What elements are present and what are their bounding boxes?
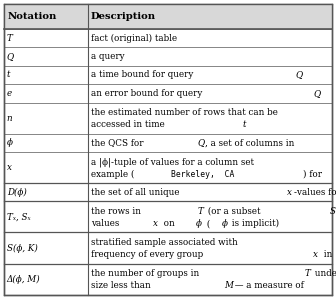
Text: S(ϕ, K): S(ϕ, K) <box>7 244 38 252</box>
Text: n: n <box>7 113 12 123</box>
Text: e: e <box>7 89 12 98</box>
Text: ) for: ) for <box>303 170 325 179</box>
Text: ϕ: ϕ <box>196 219 202 228</box>
Text: Notation: Notation <box>7 12 57 21</box>
Text: Q: Q <box>7 52 14 61</box>
Text: Q: Q <box>313 89 321 98</box>
Text: -values for: -values for <box>294 188 336 197</box>
Text: ϕ: ϕ <box>7 138 13 147</box>
Text: in: in <box>321 250 335 259</box>
Text: T: T <box>198 207 204 216</box>
Text: — a measure of: — a measure of <box>232 282 306 290</box>
Text: the estimated number of rows that can be: the estimated number of rows that can be <box>91 108 278 117</box>
Text: x: x <box>153 219 158 228</box>
Text: ϕ: ϕ <box>222 219 228 228</box>
Text: stratified sample associated with: stratified sample associated with <box>91 238 241 247</box>
Text: Description: Description <box>91 12 156 21</box>
Text: size less than: size less than <box>91 282 154 290</box>
Text: T: T <box>304 269 310 278</box>
Text: on: on <box>161 219 177 228</box>
Text: t: t <box>242 120 246 129</box>
Text: M: M <box>224 282 234 290</box>
Text: Q: Q <box>295 70 303 80</box>
Text: x: x <box>313 250 318 259</box>
Text: the set of all unique: the set of all unique <box>91 188 182 197</box>
Text: , a set of columns in: , a set of columns in <box>205 138 297 147</box>
Text: a query: a query <box>91 52 125 61</box>
Bar <box>4 4 332 29</box>
Text: a |ϕ|-tuple of values for a column set: a |ϕ|-tuple of values for a column set <box>91 157 257 167</box>
Text: x: x <box>7 163 12 172</box>
Text: S: S <box>330 207 336 216</box>
Text: T: T <box>7 34 12 43</box>
Text: values: values <box>91 219 122 228</box>
Text: the QCS for: the QCS for <box>91 138 146 147</box>
Text: accessed in time: accessed in time <box>91 120 168 129</box>
Text: Q: Q <box>198 138 205 147</box>
Text: Δ(ϕ, M): Δ(ϕ, M) <box>7 274 40 284</box>
Text: D(ϕ): D(ϕ) <box>7 188 27 197</box>
Text: fact (original) table: fact (original) table <box>91 34 177 43</box>
Text: is implicit): is implicit) <box>229 219 280 228</box>
Text: an error bound for query: an error bound for query <box>91 89 205 98</box>
Text: Tₓ, Sₓ: Tₓ, Sₓ <box>7 212 30 222</box>
Text: frequency of every group: frequency of every group <box>91 250 206 259</box>
Text: under: under <box>312 269 336 278</box>
Text: (: ( <box>204 219 210 228</box>
Text: the rows in: the rows in <box>91 207 144 216</box>
Text: example (: example ( <box>91 170 134 179</box>
Text: x: x <box>287 188 292 197</box>
Text: Berkeley,  CA: Berkeley, CA <box>171 170 235 179</box>
Text: the number of groups in: the number of groups in <box>91 269 202 278</box>
Text: (or a subset: (or a subset <box>205 207 263 216</box>
Text: a time bound for query: a time bound for query <box>91 70 196 80</box>
Text: t: t <box>7 70 10 80</box>
